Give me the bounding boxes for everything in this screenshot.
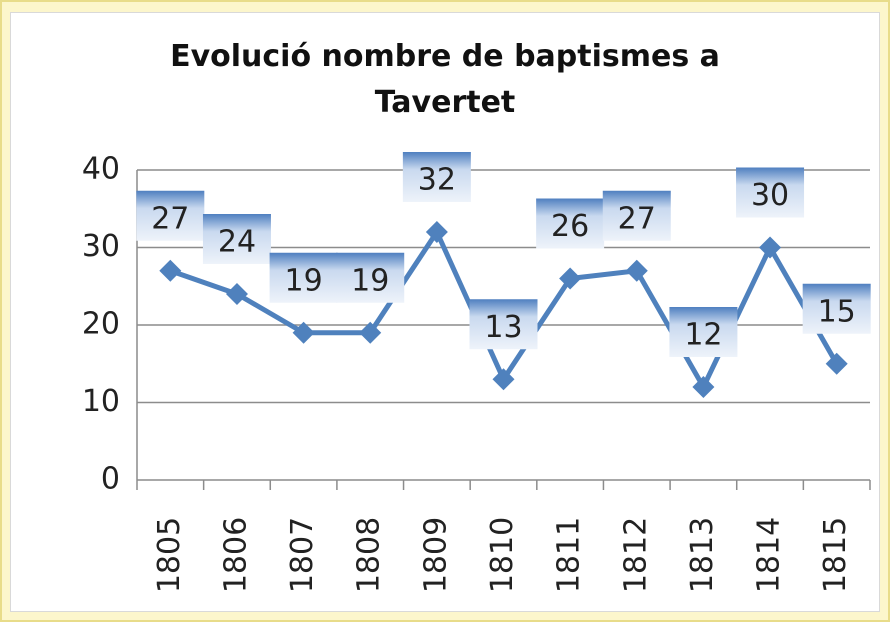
marker	[759, 236, 782, 259]
marker	[292, 321, 315, 344]
label-box	[669, 307, 738, 357]
data-label: 32	[418, 163, 456, 198]
label-box	[202, 214, 271, 264]
x-tick-label: 1814	[752, 517, 787, 593]
data-label: 24	[218, 225, 256, 260]
label-box	[736, 167, 805, 218]
data-label: 19	[351, 263, 389, 298]
marker	[159, 259, 182, 282]
y-tick-label: 10	[82, 384, 120, 419]
y-tick-label: 0	[101, 462, 120, 497]
x-tick-label: 1810	[485, 517, 520, 593]
label-box	[469, 299, 538, 350]
x-tick-label: 1809	[418, 517, 453, 593]
data-label: 19	[284, 263, 322, 298]
x-tick-label: 1815	[818, 517, 853, 593]
marker	[825, 352, 848, 375]
y-tick-label: 20	[82, 307, 120, 342]
label-box	[802, 283, 871, 334]
data-label: 26	[551, 209, 589, 244]
data-label: 27	[618, 201, 656, 236]
label-box	[602, 190, 671, 241]
marker	[425, 221, 448, 243]
marker	[492, 368, 515, 391]
data-label: 27	[151, 201, 189, 236]
data-label: 30	[751, 178, 789, 213]
label-box	[402, 152, 471, 202]
label-box	[536, 198, 605, 249]
data-label: 15	[818, 294, 856, 329]
marker	[225, 283, 248, 305]
x-tick-label: 1805	[152, 517, 187, 593]
x-tick-label: 1808	[352, 517, 387, 593]
x-tick-label: 1812	[618, 517, 653, 593]
chart-title: Evolució nombre de baptismes a Tavertet	[170, 39, 720, 120]
x-tick-label: 1813	[685, 517, 720, 593]
label-box	[336, 252, 405, 303]
marker	[625, 259, 648, 282]
x-tick-label: 1811	[552, 517, 587, 593]
label-box	[269, 252, 338, 303]
label-box	[136, 190, 205, 241]
marker	[559, 267, 582, 290]
marker	[359, 321, 382, 344]
data-label: 13	[484, 310, 522, 345]
y-tick-label: 40	[82, 152, 120, 187]
x-tick-label: 1806	[218, 517, 253, 593]
x-tick-label: 1807	[285, 517, 320, 593]
data-label: 12	[684, 318, 722, 353]
marker	[692, 376, 715, 398]
y-tick-label: 30	[82, 229, 120, 264]
